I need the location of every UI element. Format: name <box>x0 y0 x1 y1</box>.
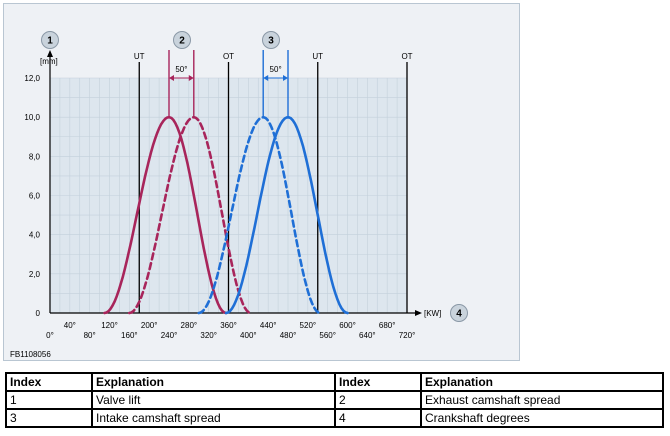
x-tick-label: 360° <box>220 321 237 330</box>
valve-lift-chart: UT OT UT OT 50° 50° [mm] [KW] 0 2,0 4,0 6,0 8,0 10,0 1… <box>10 31 468 359</box>
legend-header-row: Index Explanation Index Explanation <box>5 372 664 392</box>
x-tick-label: 640° <box>359 331 376 340</box>
crank-marker-label: UT <box>134 52 145 61</box>
spread-arrow-head <box>283 75 288 81</box>
legend-index: 1 <box>5 390 93 410</box>
x-tick-label: 280° <box>181 321 198 330</box>
y-tick-label: 0 <box>36 309 41 318</box>
x-tick-label: 400° <box>240 331 257 340</box>
y-tick-label: 2,0 <box>29 270 41 279</box>
legend-header-explanation: Explanation <box>420 372 664 392</box>
legend-header-index: Index <box>334 372 422 392</box>
x-tick-label: 600° <box>339 321 356 330</box>
spread-arrow-head <box>263 75 269 81</box>
chart-figure: UT OT UT OT 50° 50° [mm] [KW] 0 2,0 4,0 6,0 8,0 10,0 1… <box>3 3 520 361</box>
index-badge-text: 1 <box>47 36 53 47</box>
figure-code: FB1108056 <box>10 350 51 359</box>
legend-explanation: Crankshaft degrees <box>420 408 664 428</box>
legend-table: Index Explanation Index Explanation 1 Va… <box>5 372 664 428</box>
x-tick-label: 480° <box>280 331 297 340</box>
y-tick-label: 10,0 <box>24 113 40 122</box>
x-tick-label: 200° <box>141 321 158 330</box>
spread-arrow-head <box>169 75 174 81</box>
valve-lift-curve-dashed <box>197 115 322 315</box>
index-badge-circle <box>173 31 191 49</box>
x-tick-label: 560° <box>319 331 336 340</box>
x-axis-arrow <box>415 310 422 316</box>
x-axis-label: [KW] <box>424 309 441 318</box>
index-badge-text: 4 <box>456 309 462 320</box>
index-badge-circle <box>450 304 468 322</box>
valve-lift-curve-solid <box>103 115 228 315</box>
y-tick-label: 6,0 <box>29 192 41 201</box>
legend-index: 4 <box>334 408 422 428</box>
x-tick-label: 80° <box>84 331 96 340</box>
valve-lift-curve-solid <box>224 115 349 315</box>
legend-index: 2 <box>334 390 422 410</box>
legend-row: 3 Intake camshaft spread 4 Crankshaft de… <box>5 408 664 428</box>
legend-row: 1 Valve lift 2 Exhaust camshaft spread <box>5 390 664 410</box>
y-axis-label: [mm] <box>40 57 58 66</box>
index-badge-circle <box>262 31 280 49</box>
y-tick-label: 4,0 <box>29 231 41 240</box>
x-tick-label: 120° <box>101 321 118 330</box>
crank-marker-label: OT <box>401 52 412 61</box>
x-tick-label: 680° <box>379 321 396 330</box>
x-tick-label: 320° <box>200 331 217 340</box>
valve-lift-curve-dashed <box>128 115 253 315</box>
x-tick-label: 440° <box>260 321 277 330</box>
crank-marker-label: OT <box>223 52 234 61</box>
spread-label: 50° <box>270 65 282 74</box>
legend-explanation: Intake camshaft spread <box>91 408 336 428</box>
y-axis-arrow <box>47 50 53 57</box>
x-tick-label: 240° <box>161 331 178 340</box>
x-tick-label: 0° <box>46 331 54 340</box>
legend-explanation: Valve lift <box>91 390 336 410</box>
x-tick-label: 520° <box>300 321 317 330</box>
y-tick-label: 8,0 <box>29 152 41 161</box>
x-tick-label: 40° <box>64 321 76 330</box>
legend-header-index: Index <box>5 372 93 392</box>
legend-header-explanation: Explanation <box>91 372 336 392</box>
x-tick-label: 160° <box>121 331 138 340</box>
x-tick-label: 720° <box>399 331 416 340</box>
index-badge-text: 2 <box>179 36 185 47</box>
spread-label: 50° <box>175 65 187 74</box>
spread-arrow-head <box>188 75 194 81</box>
crank-marker-label: UT <box>312 52 323 61</box>
index-badge-text: 3 <box>268 36 274 47</box>
legend-index: 3 <box>5 408 93 428</box>
legend-explanation: Exhaust camshaft spread <box>420 390 664 410</box>
y-tick-label: 12,0 <box>24 74 40 83</box>
index-badge-circle <box>41 31 59 49</box>
